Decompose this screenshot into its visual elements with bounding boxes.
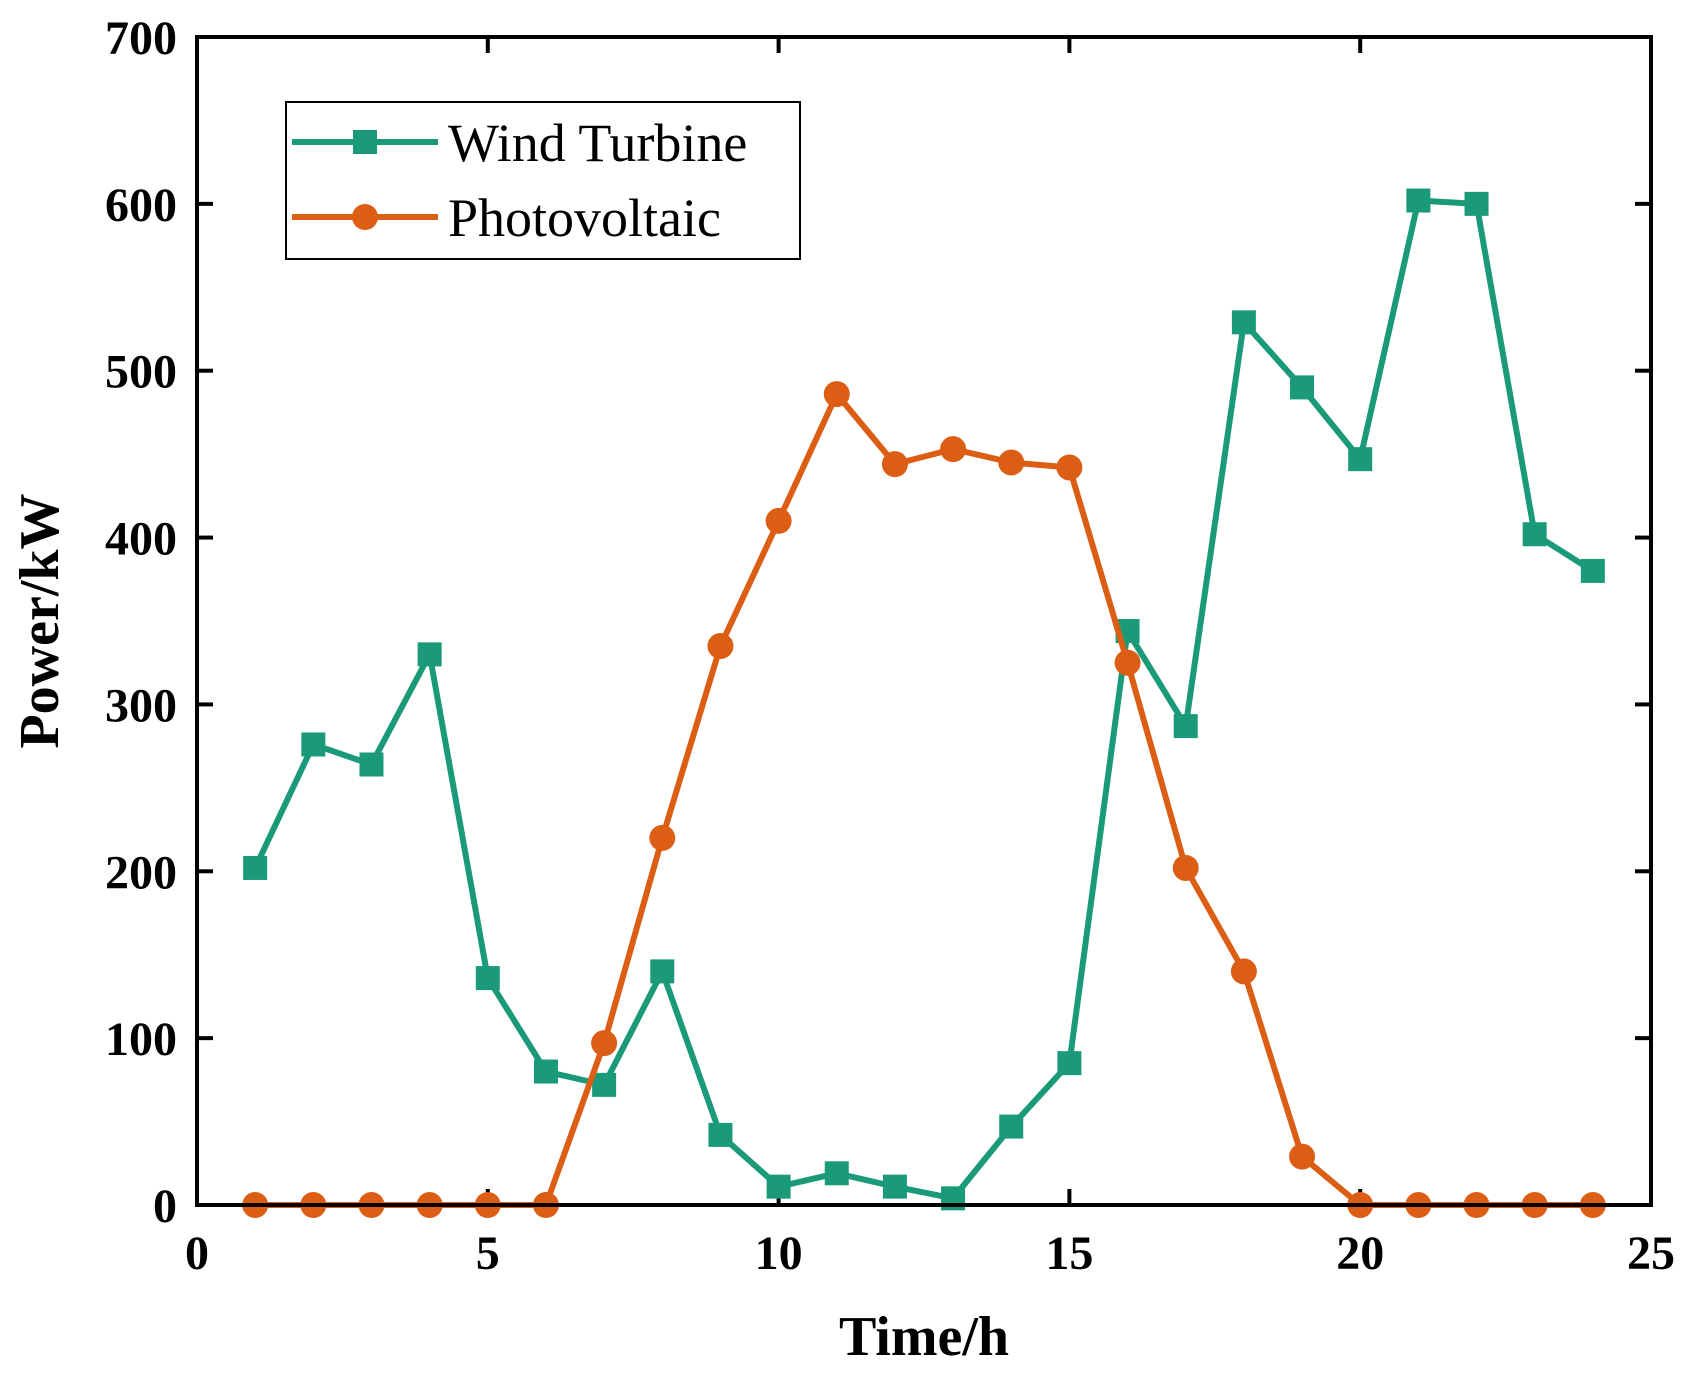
data-point	[1289, 1143, 1316, 1170]
data-point	[243, 855, 268, 880]
data-point	[1173, 714, 1198, 739]
data-point	[708, 1122, 733, 1147]
legend-item: Photovoltaic	[292, 188, 721, 248]
data-point	[823, 381, 850, 408]
legend-marker	[353, 130, 377, 154]
series-1	[243, 188, 1605, 1211]
data-point	[766, 1174, 791, 1199]
legend-box	[285, 101, 801, 260]
data-point	[1348, 447, 1373, 472]
x-tick-label: 25	[1627, 1227, 1675, 1280]
legend-marker	[352, 204, 378, 230]
y-tick-label: 200	[105, 846, 177, 899]
data-point	[882, 1174, 907, 1199]
x-tick-label: 10	[755, 1227, 803, 1280]
legend-item: Wind Turbine	[292, 113, 747, 173]
data-point	[417, 642, 442, 667]
data-point	[765, 507, 792, 534]
data-point	[881, 451, 908, 478]
x-axis-title: Time/h	[839, 1306, 1009, 1368]
y-tick-label: 600	[105, 179, 177, 232]
y-tick-label: 700	[105, 12, 177, 65]
series-2	[242, 381, 1606, 1218]
data-point	[533, 1059, 558, 1084]
x-tick-label: 15	[1045, 1227, 1093, 1280]
y-tick-label: 100	[105, 1013, 177, 1066]
data-point	[359, 752, 384, 777]
y-tick-label: 300	[105, 679, 177, 732]
data-point	[1172, 854, 1199, 881]
data-point	[1464, 191, 1489, 216]
data-point	[1231, 310, 1256, 335]
data-point	[824, 1161, 849, 1186]
data-point	[1406, 188, 1431, 213]
data-point	[649, 824, 676, 851]
data-point	[998, 449, 1025, 476]
x-tick-label: 5	[476, 1227, 500, 1280]
data-point	[999, 1114, 1024, 1139]
y-axis-title: Power/kW	[9, 493, 71, 748]
data-point	[940, 436, 967, 463]
data-point	[475, 966, 500, 991]
series-layer	[242, 188, 1606, 1218]
data-point	[592, 1072, 617, 1097]
plot-frame	[195, 35, 1653, 1207]
legend-label: Photovoltaic	[448, 188, 721, 248]
legend: Wind Turbine Photovoltaic	[285, 101, 801, 260]
data-point	[1056, 454, 1083, 481]
data-point	[301, 732, 326, 757]
x-tick-label: 0	[185, 1227, 209, 1280]
data-point	[1290, 375, 1315, 400]
y-tick-label: 400	[105, 513, 177, 566]
data-point	[1057, 1051, 1082, 1076]
data-point	[650, 959, 675, 984]
data-point	[591, 1030, 618, 1057]
tick-labels: 0 5 10 15 20 25 0 100 200 300 400 500 600 700	[105, 12, 1675, 1280]
data-point	[1522, 522, 1547, 547]
series-line	[252, 197, 1595, 1202]
data-point	[1114, 649, 1141, 676]
data-point	[1230, 958, 1257, 985]
data-point	[1580, 558, 1605, 583]
x-tick-label: 20	[1336, 1227, 1384, 1280]
data-point	[707, 633, 734, 660]
y-tick-label: 0	[153, 1180, 177, 1233]
legend-label: Wind Turbine	[448, 113, 747, 173]
y-tick-label: 500	[105, 346, 177, 399]
